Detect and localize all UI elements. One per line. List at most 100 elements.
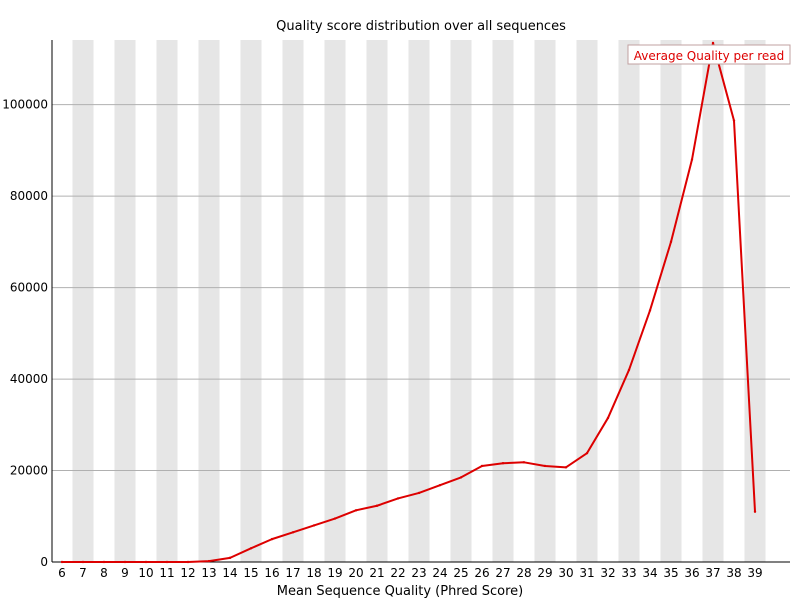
x-tick-label: 15 <box>243 566 258 580</box>
band-37 <box>702 40 724 562</box>
x-tick-label: 9 <box>121 566 129 580</box>
band-27 <box>492 40 514 562</box>
band-21 <box>366 40 388 562</box>
band-7 <box>72 40 94 562</box>
data-point <box>270 537 274 541</box>
data-point <box>417 491 421 495</box>
data-point <box>438 483 442 487</box>
band-29 <box>534 40 556 562</box>
x-tick-labels: 6 7 8 9 10 11 12 13 14 15 16 17 18 19 20 21 22 23 24 25 26 27… <box>58 566 762 580</box>
x-tick-label: 38 <box>726 566 741 580</box>
data-point <box>81 560 85 564</box>
data-point <box>522 461 526 464</box>
data-point <box>585 451 589 455</box>
band-39 <box>744 40 766 562</box>
data-point <box>354 509 358 512</box>
y-tick-label: 0 <box>40 555 48 569</box>
y-tick-label: 60000 <box>10 281 48 295</box>
data-point <box>753 510 757 513</box>
band-11 <box>156 40 178 562</box>
x-axis-label: Mean Sequence Quality (Phred Score) <box>277 584 523 599</box>
data-point <box>669 240 673 244</box>
band-13 <box>198 40 220 562</box>
data-point <box>165 560 169 564</box>
data-point <box>396 497 400 500</box>
band-33 <box>618 40 640 562</box>
gridlines <box>52 104 790 472</box>
band-35 <box>660 40 682 562</box>
band-9 <box>114 40 136 562</box>
x-tick-label: 26 <box>474 566 489 580</box>
x-tick-label: 37 <box>705 566 720 580</box>
data-point <box>249 547 253 550</box>
x-tick-label: 6 <box>58 566 66 580</box>
data-point <box>648 309 652 312</box>
x-tick-label: 12 <box>180 566 195 580</box>
x-tick-label: 14 <box>222 566 237 580</box>
x-tick-label: 16 <box>264 566 279 580</box>
band-23 <box>408 40 430 562</box>
y-tick-label: 40000 <box>10 372 48 386</box>
band-31 <box>576 40 598 562</box>
data-point <box>102 560 106 564</box>
data-point <box>690 158 694 161</box>
data-point <box>711 41 715 45</box>
x-tick-label: 22 <box>390 566 405 580</box>
data-point <box>228 556 232 560</box>
x-tick-label: 13 <box>201 566 216 580</box>
band-25 <box>450 40 472 562</box>
x-tick-label: 29 <box>537 566 552 580</box>
data-point <box>480 464 484 468</box>
data-point <box>291 531 295 534</box>
data-point <box>543 464 547 468</box>
legend: Average Quality per read <box>627 44 791 65</box>
x-tick-label: 35 <box>663 566 678 580</box>
data-point <box>186 560 190 564</box>
data-point <box>459 476 463 479</box>
data-point <box>60 560 64 564</box>
x-tick-label: 19 <box>327 566 342 580</box>
alternating-bands <box>72 40 766 562</box>
x-tick-label: 18 <box>306 566 321 580</box>
x-tick-label: 33 <box>621 566 636 580</box>
data-point <box>144 560 148 564</box>
data-point <box>333 517 337 520</box>
data-point <box>627 368 631 372</box>
x-tick-label: 23 <box>411 566 426 580</box>
x-tick-label: 21 <box>369 566 384 580</box>
x-tick-label: 17 <box>285 566 300 580</box>
series-line-0 <box>62 41 756 563</box>
data-point <box>312 524 316 527</box>
y-tick-label: 100000 <box>2 98 48 112</box>
data-point <box>564 466 568 469</box>
x-tick-label: 27 <box>495 566 510 580</box>
data-point <box>732 119 736 122</box>
band-15 <box>240 40 262 562</box>
x-tick-label: 36 <box>684 566 699 580</box>
x-tick-label: 30 <box>558 566 573 580</box>
x-tick-label: 25 <box>453 566 468 580</box>
band-17 <box>282 40 304 562</box>
data-point <box>606 416 610 420</box>
x-tick-label: 24 <box>432 566 447 580</box>
y-tick-label: 80000 <box>10 189 48 203</box>
legend-label: Average Quality per read <box>634 49 785 63</box>
x-tick-label: 39 <box>747 566 762 580</box>
x-tick-label: 10 <box>138 566 153 580</box>
x-tick-label: 34 <box>642 566 657 580</box>
y-tick-label: 20000 <box>10 464 48 478</box>
chart-title: Quality score distribution over all sequ… <box>276 19 566 34</box>
x-tick-label: 11 <box>159 566 174 580</box>
x-tick-label: 20 <box>348 566 363 580</box>
data-point <box>501 462 505 465</box>
series-lines <box>60 41 757 564</box>
data-point <box>207 559 211 563</box>
x-tick-label: 31 <box>579 566 594 580</box>
x-tick-label: 28 <box>516 566 531 580</box>
data-point <box>123 560 127 564</box>
data-point <box>375 504 379 507</box>
band-19 <box>324 40 346 562</box>
y-tick-labels: 0 20000 40000 60000 80000 100000 <box>2 98 48 569</box>
x-tick-label: 7 <box>79 566 87 580</box>
